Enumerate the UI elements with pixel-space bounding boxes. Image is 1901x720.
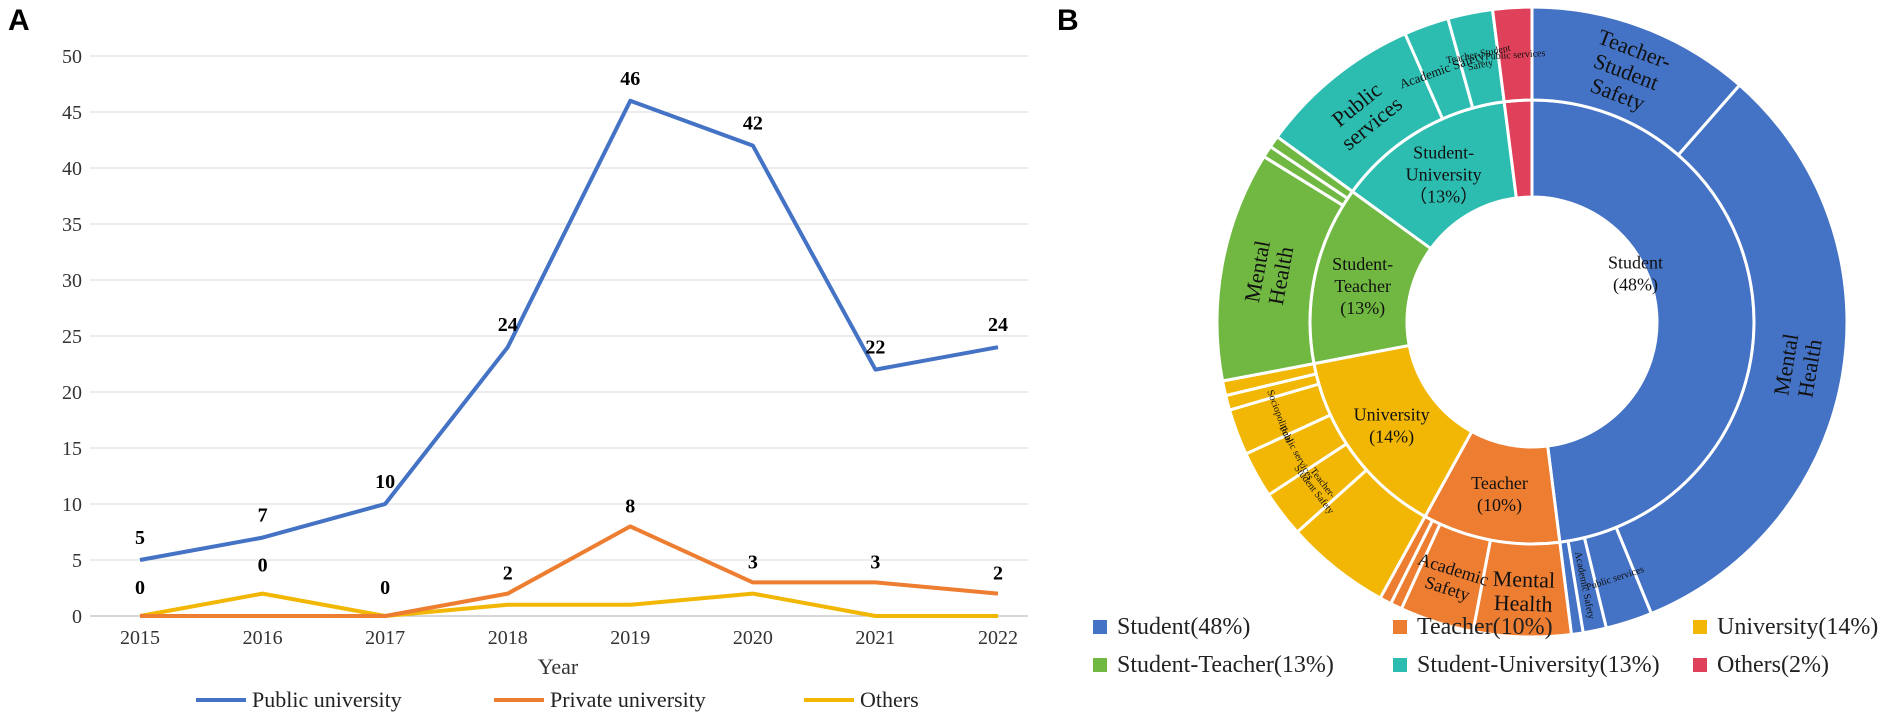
y-tick-label: 5: [72, 550, 82, 572]
slice-label: Student-Teacher (13%): [1332, 254, 1393, 319]
x-tick-label: 2017: [365, 627, 405, 649]
y-tick-label: 0: [72, 606, 82, 628]
y-tick-label: 15: [62, 438, 82, 460]
data-label: 5: [135, 527, 145, 549]
data-label: 42: [743, 113, 763, 135]
series-line-0: [139, 98, 999, 562]
legend-entry: Public university: [252, 687, 402, 712]
legend-swatch: [1393, 620, 1407, 634]
legend-swatch: [1693, 658, 1707, 672]
data-label: 24: [498, 314, 518, 336]
outer-slice: [1614, 82, 1849, 616]
slice-label: Teacher (10%): [1471, 473, 1528, 516]
panel-b-label: B: [1057, 4, 1079, 37]
y-tick-label: 35: [62, 214, 82, 236]
data-label: 0: [380, 577, 390, 599]
x-tick-label: 2022: [978, 627, 1018, 649]
x-tick-label: 2021: [855, 627, 895, 649]
x-tick-label: 2015: [120, 627, 160, 649]
data-label: 8: [625, 495, 635, 517]
x-tick-label: 2016: [243, 627, 283, 649]
outer-slice: [1378, 514, 1435, 606]
legend-entry: Student(48%): [1117, 614, 1250, 640]
data-label: 3: [870, 551, 880, 573]
outer-slice: [1490, 5, 1534, 104]
slice-label: MentalHealth: [1768, 332, 1827, 402]
x-tick-label: 2018: [488, 627, 528, 649]
y-tick-label: 30: [62, 270, 82, 292]
slice-label: MentalHealth: [1492, 566, 1556, 617]
legend-entry: Others(2%): [1717, 652, 1829, 678]
legend-entry: University(14%): [1717, 614, 1878, 640]
y-tick-label: 10: [62, 494, 82, 516]
legend-entry: Student-University(13%): [1417, 652, 1660, 678]
y-tick-label: 25: [62, 326, 82, 348]
legend-swatch: [1093, 658, 1107, 672]
slice-label: Public services: [1485, 48, 1546, 63]
panel-a-label: A: [8, 4, 30, 37]
data-label: 46: [620, 68, 640, 90]
x-tick-label: 2020: [733, 627, 773, 649]
outer-slice: [1268, 134, 1355, 201]
y-tick-label: 20: [62, 382, 82, 404]
legend-entry: Student-Teacher(13%): [1117, 652, 1334, 678]
legend-entry: Others: [860, 687, 919, 712]
data-label: 2: [503, 563, 513, 585]
slice-label: Student (48%): [1608, 253, 1663, 296]
series-line-1: [140, 524, 999, 618]
slice-label: University (14%): [1354, 405, 1430, 448]
legend-swatch: [1393, 658, 1407, 672]
x-axis-title: Year: [538, 654, 579, 679]
data-label: 7: [258, 505, 268, 527]
y-tick-label: 40: [62, 158, 82, 180]
legend-swatch: [1093, 620, 1107, 634]
y-tick-label: 50: [62, 46, 82, 68]
data-label: 0: [135, 577, 145, 599]
series-line-2: [139, 591, 998, 618]
data-label: 24: [988, 314, 1008, 336]
slice-label: Student-University （13%）: [1406, 142, 1482, 206]
data-label: 10: [375, 471, 395, 493]
legend-swatch: [1693, 620, 1707, 634]
sunburst-chart: Student (48%) Teacher (10%) University (14%) S…: [1093, 5, 1878, 678]
data-label: 3: [748, 551, 758, 573]
y-tick-label: 45: [62, 102, 82, 124]
legend-entry: Teacher(10%): [1417, 614, 1553, 640]
data-label: 22: [865, 337, 885, 359]
data-label: 0: [258, 555, 268, 577]
x-tick-label: 2019: [610, 627, 650, 649]
data-label: 2: [993, 563, 1003, 585]
legend-entry: Private university: [550, 687, 706, 712]
